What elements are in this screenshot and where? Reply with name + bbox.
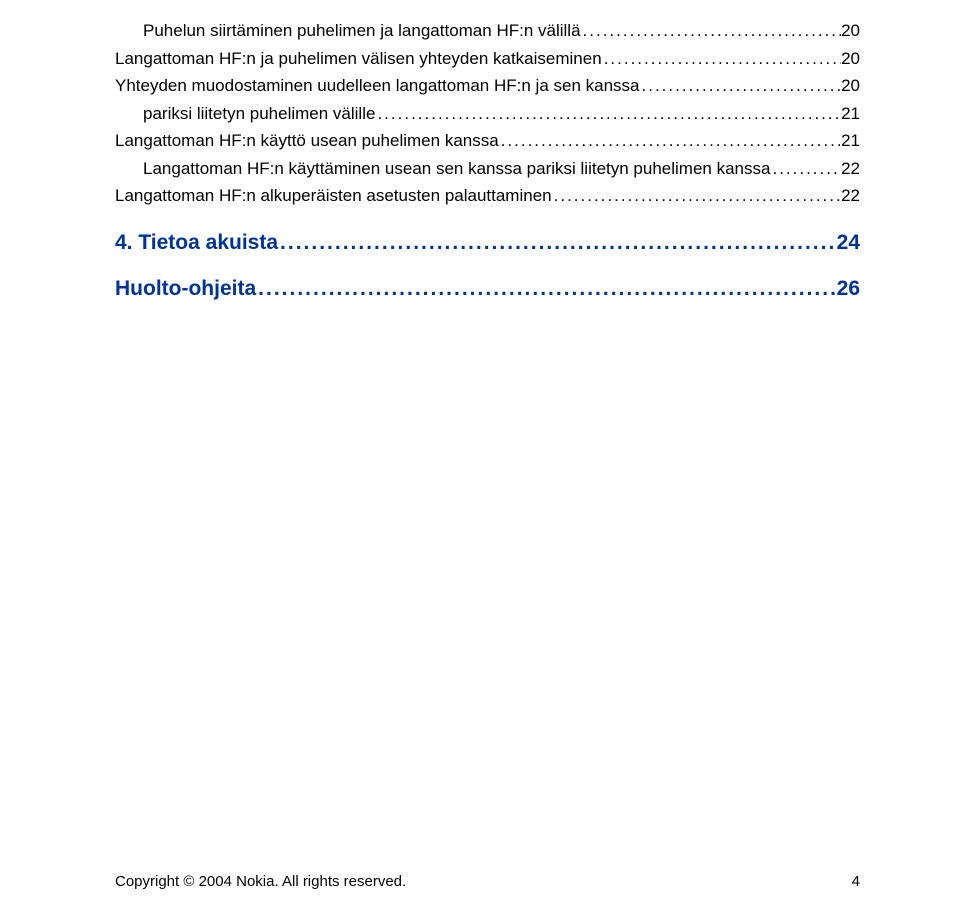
toc-page: 20 [841,18,860,44]
section-page: 26 [837,277,860,301]
toc-page: 22 [841,156,860,182]
toc-entry-continuation: pariksi liitetyn puhelimen välille .....… [115,101,860,127]
section-label: 4. Tietoa akuista [115,231,278,255]
toc-page: 21 [841,101,860,127]
toc-label: Langattoman HF:n ja puhelimen välisen yh… [115,46,602,72]
toc-dots: ........................................… [640,73,842,99]
toc-label: Langattoman HF:n käyttäminen usean sen k… [143,156,770,182]
toc-page: 20 [841,46,860,72]
toc-label: Langattoman HF:n alkuperäisten asetusten… [115,183,552,209]
toc-dots: ........................................… [256,277,836,301]
toc-page: 21 [841,128,860,154]
toc-dots: ........................................… [602,46,841,72]
toc-label: Puhelun siirtäminen puhelimen ja langatt… [143,18,581,44]
copyright-text: Copyright © 2004 Nokia. All rights reser… [115,873,406,890]
toc-dots: ........................................… [770,156,841,182]
toc-entry: Langattoman HF:n käyttäminen usean sen k… [115,156,860,182]
toc-entry: Langattoman HF:n ja puhelimen välisen yh… [115,46,860,72]
toc-dots: ........................................… [278,231,837,255]
toc-label: Langattoman HF:n käyttö usean puhelimen … [115,128,499,154]
section-page: 24 [837,231,860,255]
toc-label: Yhteyden muodostaminen uudelleen langatt… [115,73,640,99]
section-label: Huolto-ohjeita [115,277,256,301]
section-entry: Huolto-ohjeita .........................… [115,277,860,301]
toc-page: 20 [841,73,860,99]
toc-entry: Langattoman HF:n käyttö usean puhelimen … [115,128,860,154]
toc-entry: Yhteyden muodostaminen uudelleen langatt… [115,73,860,99]
toc-page: 22 [841,183,860,209]
footer-page-number: 4 [852,873,860,890]
toc-dots: ........................................… [499,128,841,154]
toc-dots: ........................................… [375,101,841,127]
toc-dots: ........................................… [552,183,841,209]
toc-entry: Puhelun siirtäminen puhelimen ja langatt… [115,18,860,44]
toc-label: pariksi liitetyn puhelimen välille [143,101,375,127]
section-entry: 4. Tietoa akuista ......................… [115,231,860,255]
footer: Copyright © 2004 Nokia. All rights reser… [115,873,860,890]
toc-entry: Langattoman HF:n alkuperäisten asetusten… [115,183,860,209]
toc-dots: ........................................… [581,18,842,44]
